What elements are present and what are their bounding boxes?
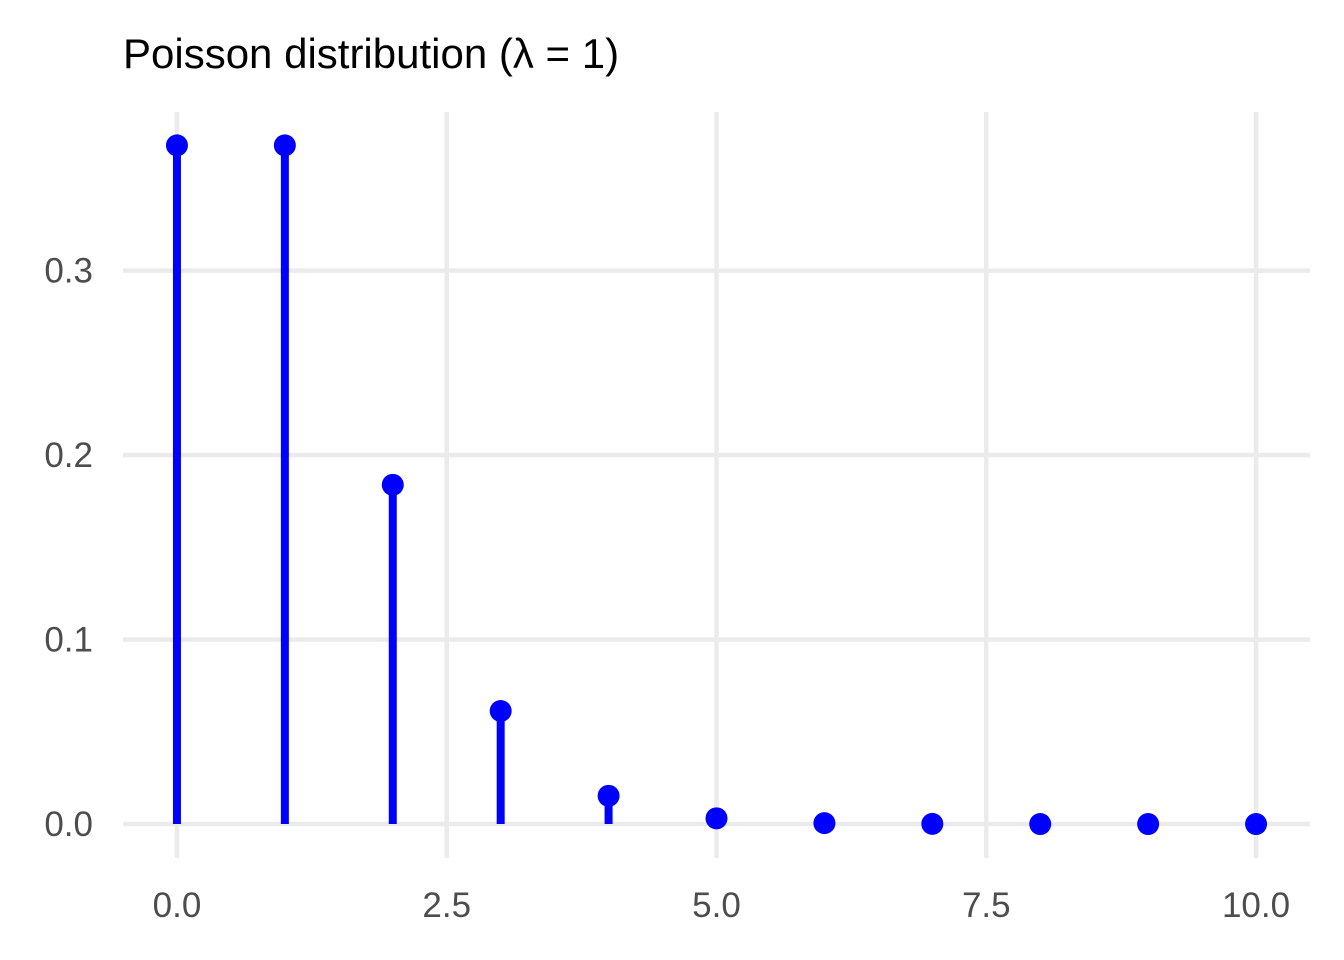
x-tick-label: 7.5 — [962, 886, 1011, 925]
data-point — [597, 784, 620, 807]
data-point — [1245, 813, 1268, 836]
x-tick-label: 5.0 — [692, 886, 741, 925]
points-layer — [165, 134, 1268, 836]
data-point — [1029, 813, 1052, 836]
data-point — [1137, 813, 1160, 836]
data-point — [813, 812, 836, 835]
x-tick-label: 10.0 — [1222, 886, 1290, 925]
y-tick-label: 0.3 — [44, 252, 93, 291]
data-point — [921, 812, 944, 835]
chart-title: Poisson distribution (λ = 1) — [123, 30, 619, 77]
y-tick-label: 0.1 — [44, 621, 93, 660]
data-point — [705, 807, 728, 830]
data-point — [165, 134, 188, 157]
y-tick-label: 0.0 — [44, 805, 93, 844]
x-tick-label: 2.5 — [422, 886, 471, 925]
x-axis-ticks: 0.0 2.5 5.0 7.5 10.0 — [153, 886, 1290, 925]
data-point — [381, 473, 404, 496]
data-point — [489, 699, 512, 722]
grid-layer — [123, 112, 1310, 858]
data-point — [273, 134, 296, 157]
y-tick-label: 0.2 — [44, 436, 93, 475]
y-axis-ticks: 0.0 0.1 0.2 0.3 — [44, 252, 93, 844]
x-tick-label: 0.0 — [153, 886, 202, 925]
